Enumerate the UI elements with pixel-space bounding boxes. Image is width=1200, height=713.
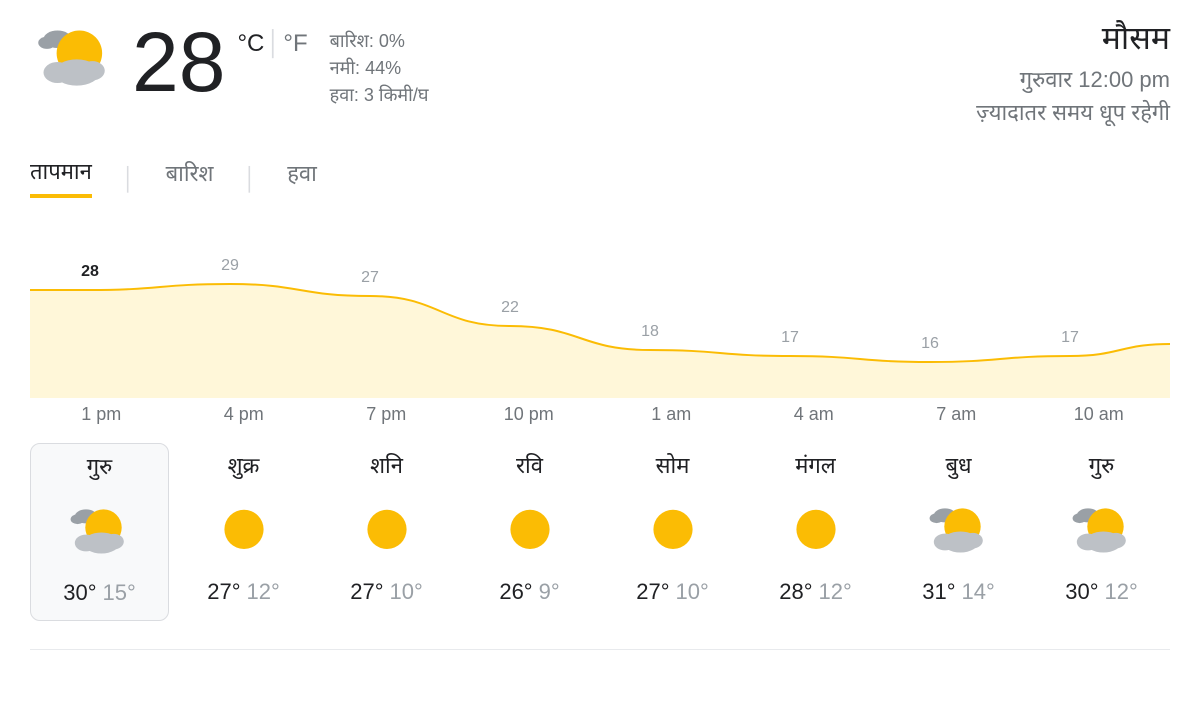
header-row: 28 °C│°F बारिश: 0% नमी: 44% हवा: 3 किमी/… — [30, 20, 1170, 129]
precip-value: 0% — [379, 31, 405, 51]
datetime: गुरुवार 12:00 pm — [976, 63, 1170, 96]
unit-fahrenheit[interactable]: °F — [283, 30, 307, 57]
day-temps: 26° 9° — [463, 579, 596, 605]
day-card[interactable]: मंगल 28° 12° — [747, 443, 884, 621]
precip-label: बारिश: — [330, 31, 374, 51]
hour-label: 1 am — [600, 404, 743, 425]
day-high: 26° — [499, 579, 532, 604]
svg-text:29: 29 — [221, 257, 239, 274]
hour-label: 4 am — [743, 404, 886, 425]
hour-label: 7 am — [885, 404, 1028, 425]
current-temperature: 28 — [132, 20, 225, 104]
day-name: गुरु — [1035, 453, 1168, 482]
day-temps: 27° 10° — [320, 579, 453, 605]
day-name: शुक्र — [177, 453, 310, 482]
day-name: गुरु — [33, 454, 166, 483]
day-card[interactable]: शनि 27° 10° — [318, 443, 455, 621]
humidity-label: नमी: — [330, 58, 360, 78]
svg-text:18: 18 — [641, 323, 659, 340]
day-card[interactable]: बुध 31° 14° — [890, 443, 1027, 621]
day-high: 28° — [779, 579, 812, 604]
day-card[interactable]: गुरु 30° 12° — [1033, 443, 1170, 621]
sunny-icon — [352, 498, 422, 558]
day-name: बुध — [892, 453, 1025, 482]
hour-label: 10 am — [1028, 404, 1171, 425]
sunny-icon — [209, 498, 279, 558]
sunny-icon — [638, 498, 708, 558]
day-high: 31° — [922, 579, 955, 604]
svg-text:17: 17 — [781, 329, 799, 346]
unit-celsius[interactable]: °C — [237, 30, 264, 57]
hourly-chart-wrap: 28 29 27 22 18 17 16 17 1 pm4 pm7 pm10 pm1 am4 … — [30, 228, 1170, 425]
humidity-value: 44% — [365, 58, 401, 78]
day-high: 27° — [636, 579, 669, 604]
current-weather-icon — [30, 20, 120, 90]
unit-toggle: °C│°F — [237, 20, 307, 58]
day-temps: 31° 14° — [892, 579, 1025, 605]
day-low: 14° — [962, 579, 995, 604]
day-low: 12° — [1105, 579, 1138, 604]
tab-1[interactable]: बारिश — [166, 161, 214, 196]
day-low: 12° — [819, 579, 852, 604]
sunny-icon — [495, 498, 565, 558]
day-temps: 27° 10° — [606, 579, 739, 605]
unit-separator: │ — [266, 30, 281, 57]
day-card[interactable]: शुक्र 27° 12° — [175, 443, 312, 621]
day-card[interactable]: गुरु 30° 15° — [30, 443, 169, 621]
day-low: 12° — [247, 579, 280, 604]
partly-cloudy-icon — [924, 498, 994, 558]
day-name: रवि — [463, 453, 596, 482]
tab-2[interactable]: हवा — [287, 161, 317, 196]
day-high: 27° — [350, 579, 383, 604]
weather-details: बारिश: 0% नमी: 44% हवा: 3 किमी/घ — [330, 20, 429, 109]
wind-value: 3 किमी/घ — [364, 85, 429, 105]
day-high: 30° — [63, 580, 96, 605]
svg-text:27: 27 — [361, 269, 379, 286]
day-low: 10° — [676, 579, 709, 604]
wind-label: हवा: — [330, 85, 359, 105]
weather-title: मौसम — [976, 20, 1170, 63]
day-high: 27° — [207, 579, 240, 604]
day-name: मंगल — [749, 453, 882, 482]
svg-text:22: 22 — [501, 299, 519, 316]
day-high: 30° — [1065, 579, 1098, 604]
hour-label: 4 pm — [173, 404, 316, 425]
tab-0[interactable]: तापमान — [30, 159, 92, 198]
tabs-row: तापमान │ बारिश │ हवा — [30, 159, 1170, 198]
partly-cloudy-icon — [1067, 498, 1137, 558]
current-conditions: 28 °C│°F बारिश: 0% नमी: 44% हवा: 3 किमी/… — [30, 20, 428, 109]
tab-separator: │ — [243, 166, 257, 192]
location-info: मौसम गुरुवार 12:00 pm ज़्यादातर समय धूप … — [976, 20, 1170, 129]
sunny-icon — [781, 498, 851, 558]
footer-divider — [30, 649, 1170, 650]
temperature-chart[interactable]: 28 29 27 22 18 17 16 17 — [30, 228, 1170, 398]
hour-label: 10 pm — [458, 404, 601, 425]
svg-text:16: 16 — [921, 335, 939, 352]
day-name: सोम — [606, 453, 739, 482]
day-temps: 28° 12° — [749, 579, 882, 605]
hour-labels-row: 1 pm4 pm7 pm10 pm1 am4 am7 am10 am — [30, 404, 1170, 425]
daily-forecast-row: गुरु 30° 15° शुक्र 27° 12° शनि 27° 10° रवि … — [30, 443, 1170, 621]
hour-label: 1 pm — [30, 404, 173, 425]
day-temps: 30° 15° — [33, 580, 166, 606]
svg-text:17: 17 — [1061, 329, 1079, 346]
day-low: 9° — [539, 579, 560, 604]
tab-separator: │ — [122, 166, 136, 192]
svg-text:28: 28 — [81, 263, 99, 280]
hour-label: 7 pm — [315, 404, 458, 425]
condition-text: ज़्यादातर समय धूप रहेगी — [976, 96, 1170, 129]
day-name: शनि — [320, 453, 453, 482]
day-card[interactable]: सोम 27° 10° — [604, 443, 741, 621]
day-temps: 27° 12° — [177, 579, 310, 605]
day-low: 15° — [103, 580, 136, 605]
partly-cloudy-icon — [65, 499, 135, 559]
day-card[interactable]: रवि 26° 9° — [461, 443, 598, 621]
day-temps: 30° 12° — [1035, 579, 1168, 605]
day-low: 10° — [390, 579, 423, 604]
